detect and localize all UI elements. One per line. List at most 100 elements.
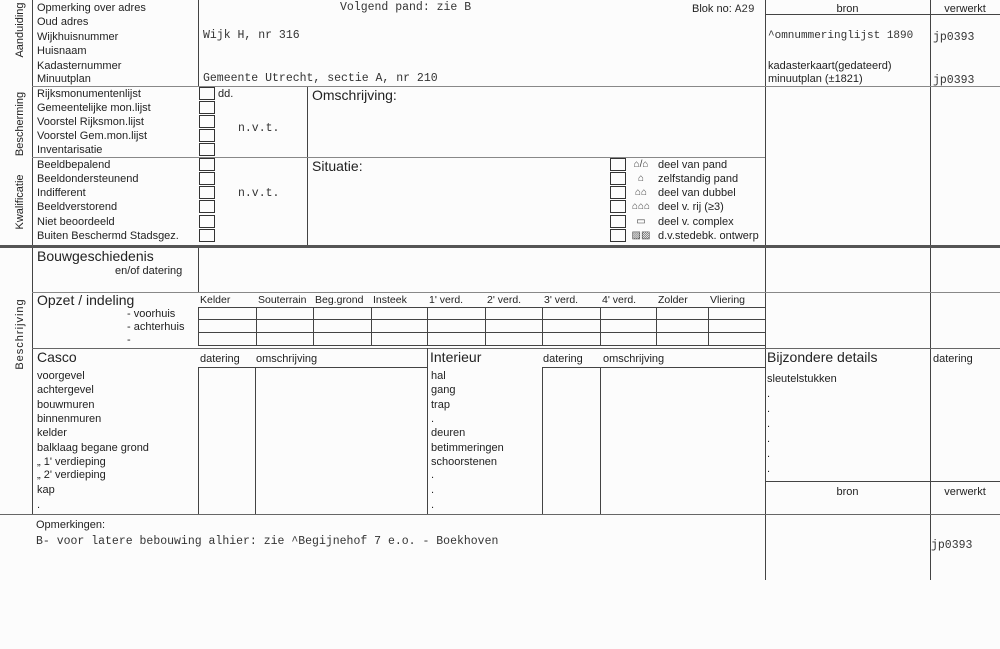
bouwgeschiedenis-heading: Bouwgeschiedenis (37, 248, 154, 264)
label: Rijksmonumentenlijst (37, 88, 141, 100)
interieur-item: . (431, 499, 435, 511)
grid-line (313, 307, 314, 345)
casco-item: . (37, 499, 41, 511)
omschrijving-heading: Omschrijving: (312, 87, 397, 103)
bescherming-value: n.v.t. (238, 122, 280, 135)
section-beschrijving: Beschrijving (14, 298, 26, 370)
divider (930, 0, 931, 580)
grid-line (371, 307, 372, 345)
opmerkingen-text: B- voor latere bebouwing alhier: zie ^Be… (36, 535, 499, 548)
opmerkingen-verwerkt: jp0393 (931, 539, 973, 552)
blok-value: A29 (734, 4, 755, 16)
bouwgeschiedenis-subtitle: en/of datering (115, 265, 183, 277)
bijzondere-item: . (767, 433, 771, 445)
checkbox[interactable] (199, 158, 215, 171)
divider (32, 292, 1000, 293)
label: Beeldverstorend (37, 201, 118, 213)
situatie-option: deel v. rij (≥3) (658, 201, 724, 213)
divider (32, 157, 765, 158)
opzet-column-header: Zolder (658, 294, 688, 306)
bijzondere-item: . (767, 448, 771, 460)
interieur-item: . (431, 413, 435, 425)
opzet-column-header: Souterrain (258, 294, 307, 306)
house-part-icon: ⌂/⌂ (633, 159, 649, 170)
checkbox[interactable] (199, 186, 215, 199)
checkbox[interactable] (199, 115, 215, 128)
opzet-column-header: Beg.grond (315, 294, 364, 306)
casco-item: kap (37, 484, 55, 496)
label: Beeldbepalend (37, 159, 111, 171)
interieur-item: . (431, 469, 435, 481)
checkbox[interactable] (199, 87, 215, 100)
grid-line (765, 307, 766, 345)
opmerking-value: Volgend pand: zie B (340, 1, 472, 14)
kwalificatie-value: n.v.t. (238, 187, 280, 200)
interieur-item: gang (431, 384, 456, 396)
casco-item: voorgevel (37, 370, 85, 382)
interieur-item: deuren (431, 427, 466, 439)
divider (198, 367, 427, 368)
left-border (32, 0, 33, 515)
label: Buiten Beschermd Stadsgez. (37, 230, 179, 242)
checkbox[interactable] (199, 101, 215, 114)
interieur-item: . (431, 484, 435, 496)
casco-heading: Casco (37, 349, 77, 365)
bijzondere-item: . (767, 463, 771, 475)
checkbox[interactable] (610, 229, 626, 242)
casco-item: binnenmuren (37, 413, 102, 425)
divider (765, 14, 1000, 15)
divider (0, 245, 1000, 248)
divider (0, 514, 1000, 515)
grid-line (198, 307, 199, 345)
checkbox[interactable] (199, 172, 215, 185)
label: Opmerking over adres (37, 2, 146, 14)
minuutplan-value: Gemeente Utrecht, sectie A, nr 210 (203, 72, 438, 85)
interieur-item: schoorstenen (431, 456, 498, 468)
casco-item: achtergevel (37, 384, 94, 396)
interieur-heading: Interieur (430, 349, 482, 365)
label: Inventarisatie (37, 144, 103, 156)
opzet-row: - (127, 334, 131, 346)
label: Oud adres (37, 16, 89, 28)
checkbox[interactable] (610, 215, 626, 228)
divider (542, 367, 543, 514)
opzet-column-header: 1' verd. (429, 294, 464, 306)
checkbox[interactable] (199, 143, 215, 156)
bijzondere-item: sleutelstukken (767, 373, 837, 385)
bijzondere-item: . (767, 418, 771, 430)
verwerkt-header: verwerkt (944, 486, 986, 498)
checkbox[interactable] (199, 229, 215, 242)
dd-label: dd. (218, 88, 234, 100)
label: Huisnaam (37, 45, 87, 57)
grid-line (600, 307, 601, 345)
grid-line (256, 307, 257, 345)
bijzondere-item: . (767, 403, 771, 415)
label: Wijkhuisnummer (37, 31, 119, 43)
bron-value: kadasterkaart(gedateerd) (768, 60, 892, 72)
opzet-column-header: Vliering (710, 294, 746, 306)
checkbox[interactable] (199, 129, 215, 142)
divider (765, 0, 766, 580)
divider (427, 348, 428, 514)
checkbox[interactable] (610, 172, 626, 185)
grid-line (198, 307, 765, 308)
checkbox[interactable] (610, 158, 626, 171)
grid-line (542, 307, 543, 345)
situatie-option: deel v. complex (658, 216, 734, 228)
checkbox[interactable] (610, 200, 626, 213)
opzet-row: - voorhuis (127, 308, 176, 320)
checkbox[interactable] (610, 186, 626, 199)
checkbox[interactable] (199, 200, 215, 213)
bijzondere-heading: Bijzondere details (767, 349, 878, 365)
verwerkt-header: verwerkt (944, 3, 986, 15)
bron-header: bron (836, 3, 859, 15)
divider (542, 367, 765, 368)
casco-omschrijving: omschrijving (256, 353, 318, 365)
situatie-heading: Situatie: (312, 158, 363, 174)
bijzondere-datering: datering (933, 353, 973, 365)
opmerkingen-heading: Opmerkingen: (36, 519, 106, 531)
checkbox[interactable] (199, 215, 215, 228)
interieur-item: trap (431, 399, 450, 411)
blok-label: Blok no: A29 (692, 3, 755, 16)
